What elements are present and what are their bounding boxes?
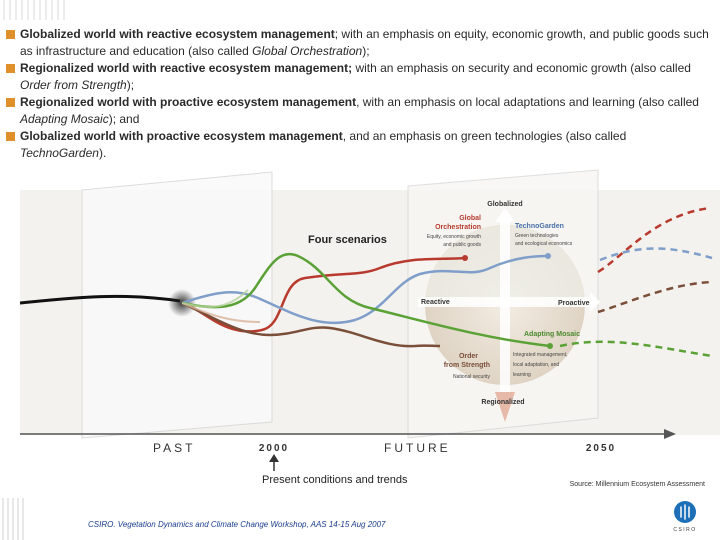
red-line-global-orchestration xyxy=(181,256,466,333)
order-from-strength-title: Order xyxy=(459,353,478,360)
arrow-down-icon xyxy=(495,392,515,422)
bullet-square-icon xyxy=(6,64,15,73)
tan-line xyxy=(181,302,261,323)
bullet-technogarden: Globalized world with proactive ecosyste… xyxy=(6,128,712,162)
globalized-label: Globalized xyxy=(487,201,522,208)
technogarden-desc: Green technologies xyxy=(515,233,559,239)
green-endpoint xyxy=(547,343,553,349)
past-label: PAST xyxy=(153,441,195,455)
global-orchestration-title: Global xyxy=(459,215,481,222)
red-dashed-extension xyxy=(597,206,711,274)
bullet-square-icon xyxy=(6,30,15,39)
bullet-square-icon xyxy=(6,98,15,107)
logo-text: CSIRO xyxy=(673,527,696,533)
global-orchestration-title: Orchestration xyxy=(435,224,481,231)
brown-line-order-from-strength xyxy=(181,301,441,348)
decorative-stripes xyxy=(2,498,24,540)
regionalized-label: Regionalized xyxy=(481,399,524,406)
diagram-title: Four scenarios xyxy=(308,234,387,246)
blue-dashed-extension xyxy=(599,247,713,262)
bullet-adapting-mosaic: Regionalized world with proactive ecosys… xyxy=(6,94,712,128)
present-label: Present conditions and trends xyxy=(262,474,408,486)
blue-endpoint xyxy=(545,253,551,259)
order-from-strength-desc: National security xyxy=(453,374,490,380)
source-label: Source: Millennium Ecosystem Assessment xyxy=(570,481,705,488)
global-orchestration-desc: and public goods xyxy=(443,242,481,248)
timeline-arrow-icon xyxy=(664,429,676,439)
scenario-list: Globalized world with reactive ecosystem… xyxy=(6,26,712,162)
year-2050-label: 2050 xyxy=(586,443,616,454)
past-trend-line xyxy=(19,294,181,305)
order-from-strength-title: from Strength xyxy=(444,362,490,369)
global-orchestration-desc: Equity, economic growth xyxy=(427,234,481,240)
csiro-logo: CSIRO xyxy=(673,501,696,533)
bullet-global-orchestration: Globalized world with reactive ecosystem… xyxy=(6,26,712,60)
year-2000-label: 2000 xyxy=(259,443,289,454)
reactive-label: Reactive xyxy=(421,299,450,306)
bullet-order-from-strength: Regionalized world with reactive ecosyst… xyxy=(6,60,712,94)
blue-line-technogarden xyxy=(181,254,549,325)
pointer-up-icon xyxy=(269,454,279,462)
bullet-square-icon xyxy=(6,132,15,141)
proactive-label: Proactive xyxy=(558,300,590,307)
adapting-mosaic-title: Adapting Mosaic xyxy=(524,331,580,338)
adapting-mosaic-desc: learning xyxy=(513,372,531,378)
adapting-mosaic-desc: Integrated management, xyxy=(513,352,567,358)
axis-horizontal xyxy=(418,297,593,307)
technogarden-title: TechnoGarden xyxy=(515,223,564,230)
footer-credit: CSIRO. Vegetation Dynamics and Climate C… xyxy=(88,520,386,529)
arrow-right-icon xyxy=(590,292,600,312)
future-label: FUTURE xyxy=(384,441,451,455)
light-green-line xyxy=(181,289,249,308)
decorative-stripes xyxy=(3,0,65,20)
technogarden-desc: and ecological economics xyxy=(515,241,573,247)
adapting-mosaic-desc: local adaptation, and xyxy=(513,362,559,368)
arrow-up-icon xyxy=(495,208,515,222)
red-endpoint xyxy=(462,255,468,261)
green-dashed-extension xyxy=(559,340,713,358)
scenario-diagram: Four scenarios Globalized Regionalized R… xyxy=(19,169,720,488)
green-line-adapting-mosaic xyxy=(181,252,551,348)
